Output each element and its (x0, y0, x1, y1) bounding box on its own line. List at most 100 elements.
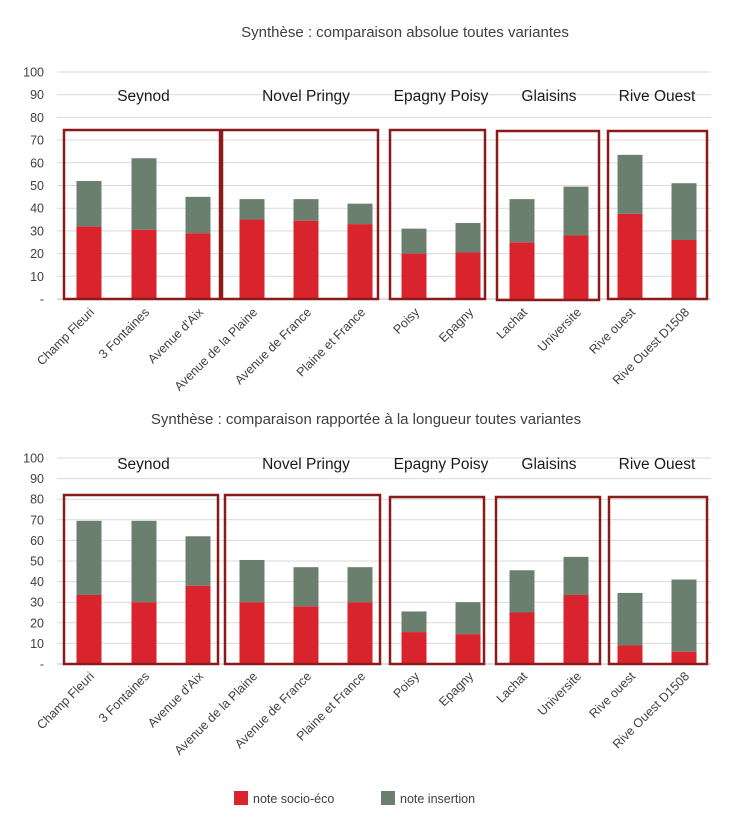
group-frame-glaisins (495, 129, 601, 302)
bar-note-insertion-rive-ouest (617, 154, 643, 214)
group-frame-glaisins (494, 495, 602, 666)
bar-note-socio-eco-poisy (401, 253, 427, 299)
group-label-epagny-poisy: Epagny Poisy (394, 88, 489, 105)
legend-swatch-socio-eco (234, 791, 248, 805)
category-label-epagny: Epagny (436, 305, 476, 345)
group-frame-epagny-poisy (388, 128, 487, 301)
y-tick-label: 10 (30, 270, 44, 284)
bar-note-insertion-3-fontaines (131, 520, 157, 603)
y-tick-label: 10 (30, 637, 44, 651)
bar-note-insertion-rive-ouest (617, 592, 643, 646)
chart-absolute: Synthèse : comparaison absolue toutes va… (23, 24, 711, 394)
group-frame-seynod (62, 493, 220, 666)
bar-note-insertion-universite (563, 186, 589, 236)
bar-note-socio-eco-avenue-de-france (293, 220, 319, 299)
chart-title: Synthèse : comparaison absolue toutes va… (241, 24, 569, 41)
bar-note-insertion-champ-fleuri (76, 180, 102, 227)
y-tick-label: 40 (30, 575, 44, 589)
group-label-seynod: Seynod (117, 88, 170, 105)
y-tick-label: 90 (30, 472, 44, 486)
y-tick-label: 20 (30, 616, 44, 630)
group-label-epagny-poisy: Epagny Poisy (394, 456, 489, 473)
category-label-rive-ouest: Rive ouest (586, 669, 638, 721)
bar-note-socio-eco-epagny (455, 252, 481, 299)
bar-note-insertion-rive-ouest-d1508 (671, 579, 697, 652)
bar-note-socio-eco-rive-ouest-d1508 (671, 239, 697, 299)
bar-note-socio-eco-3-fontaines (131, 229, 157, 299)
bar-note-insertion-avenue-de-la-plaine (239, 199, 265, 220)
chart-title: Synthèse : comparaison rapportée à la lo… (151, 411, 581, 428)
category-label-epagny: Epagny (436, 669, 476, 709)
category-label-3-fontaines: 3 Fontaines (96, 669, 152, 725)
bar-note-socio-eco-poisy (401, 632, 427, 664)
group-frame-novel-pringy (220, 128, 380, 301)
group-frame-novel-pringy (223, 493, 382, 666)
bar-note-insertion-avenue-d-aix (185, 536, 211, 586)
category-label-champ-fleuri: Champ Fleuri (34, 305, 97, 368)
bar-note-insertion-rive-ouest-d1508 (671, 183, 697, 240)
y-tick-label: - (40, 293, 44, 307)
bar-note-socio-eco-epagny (455, 634, 481, 664)
bar-note-socio-eco-universite (563, 235, 589, 299)
category-label-champ-fleuri: Champ Fleuri (34, 669, 97, 732)
bar-note-socio-eco-champ-fleuri (76, 226, 102, 299)
group-label-glaisins: Glaisins (521, 88, 576, 105)
chart-relative: Synthèse : comparaison rapportée à la lo… (23, 411, 711, 758)
bar-note-socio-eco-avenue-d-aix (185, 233, 211, 299)
category-label-universite: Universite (535, 305, 584, 354)
legend: note socio-éco note insertion (234, 791, 475, 806)
bar-note-insertion-lachat (509, 570, 535, 613)
bar-note-socio-eco-champ-fleuri (76, 594, 102, 664)
bar-note-socio-eco-avenue-de-la-plaine (239, 219, 265, 299)
group-frame-seynod (62, 128, 222, 301)
bar-note-socio-eco-universite (563, 594, 589, 664)
bar-note-insertion-poisy (401, 228, 427, 254)
legend-swatch-insertion (381, 791, 395, 805)
bar-note-socio-eco-avenue-d-aix (185, 585, 211, 664)
y-tick-label: 50 (30, 555, 44, 569)
bar-note-socio-eco-lachat (509, 612, 535, 664)
y-tick-label: 50 (30, 179, 44, 193)
y-tick-label: 100 (23, 452, 44, 466)
bar-note-insertion-champ-fleuri (76, 520, 102, 595)
y-tick-label: 40 (30, 202, 44, 216)
group-label-rive-ouest: Rive Ouest (619, 88, 696, 105)
bar-note-insertion-poisy (401, 611, 427, 633)
group-label-glaisins: Glaisins (521, 456, 576, 473)
bar-note-insertion-lachat (509, 199, 535, 243)
category-label-rive-ouest: Rive ouest (586, 305, 638, 357)
bar-note-socio-eco-lachat (509, 242, 535, 299)
y-tick-label: 30 (30, 596, 44, 610)
group-label-novel-pringy: Novel Pringy (262, 456, 350, 473)
bar-note-insertion-avenue-d-aix (185, 196, 211, 234)
category-label-lachat: Lachat (494, 305, 531, 342)
bar-note-socio-eco-3-fontaines (131, 602, 157, 664)
group-label-seynod: Seynod (117, 456, 170, 473)
bar-note-insertion-plaine-et-france (347, 567, 373, 603)
bar-note-socio-eco-avenue-de-la-plaine (239, 602, 265, 664)
y-tick-label: 80 (30, 111, 44, 125)
y-tick-label: 60 (30, 534, 44, 548)
y-tick-label: - (40, 658, 44, 672)
category-label-lachat: Lachat (494, 669, 531, 706)
bar-note-insertion-epagny (455, 602, 481, 635)
group-label-novel-pringy: Novel Pringy (262, 88, 350, 105)
group-label-rive-ouest: Rive Ouest (619, 456, 696, 473)
bar-note-socio-eco-rive-ouest (617, 645, 643, 664)
group-frame-rive-ouest (606, 129, 709, 301)
bar-note-socio-eco-rive-ouest-d1508 (671, 651, 697, 664)
bar-note-insertion-avenue-de-la-plaine (239, 559, 265, 603)
bar-note-socio-eco-plaine-et-france (347, 224, 373, 299)
y-tick-label: 80 (30, 493, 44, 507)
category-label-poisy: Poisy (391, 305, 423, 337)
bar-note-insertion-universite (563, 556, 589, 595)
group-frame-rive-ouest (607, 495, 709, 666)
legend-label-socio-eco: note socio-éco (253, 792, 334, 806)
bar-note-insertion-avenue-de-france (293, 199, 319, 221)
bar-note-socio-eco-plaine-et-france (347, 602, 373, 664)
bar-note-insertion-epagny (455, 222, 481, 253)
category-label-3-fontaines: 3 Fontaines (96, 305, 152, 361)
bar-note-insertion-3-fontaines (131, 158, 157, 230)
y-tick-label: 100 (23, 66, 44, 80)
